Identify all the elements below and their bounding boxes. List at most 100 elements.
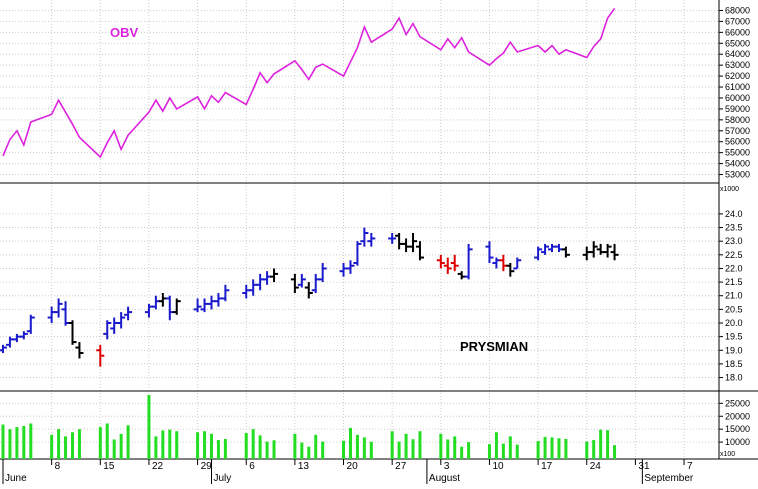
- volume-bar: [585, 441, 589, 459]
- ohlc-bar: [311, 273, 320, 293]
- ohlc-bar: [443, 257, 452, 274]
- ohlc-bar: [610, 243, 619, 261]
- y-tick-label: 21.5: [725, 277, 743, 287]
- volume-bar: [564, 438, 568, 459]
- y-tick-label: 15000: [725, 424, 750, 434]
- y-tick-label: 22.0: [725, 263, 743, 273]
- month-label: August: [429, 473, 460, 484]
- ohlc-bar: [596, 243, 605, 255]
- panel-frames: [0, 0, 758, 460]
- volume-bar: [321, 441, 325, 459]
- volume-bar: [168, 429, 172, 459]
- volume-bar: [293, 433, 297, 459]
- ohlc-bar: [165, 295, 174, 321]
- volume-bar: [112, 439, 116, 459]
- volume-bar: [64, 436, 68, 459]
- ohlc-bar: [221, 284, 230, 302]
- y-tick-label: 53000: [725, 170, 750, 180]
- volume-bar: [8, 429, 12, 459]
- ohlc-bar: [242, 284, 251, 299]
- volume-bar: [550, 437, 554, 459]
- y-tick-label: 62000: [725, 71, 750, 81]
- ohlc-bar: [96, 344, 105, 367]
- volume-bar: [307, 446, 311, 459]
- ohlc-bar: [61, 301, 70, 326]
- volume-bar: [439, 433, 443, 459]
- y-tick-label: 21.0: [725, 291, 743, 301]
- volume-bar: [487, 444, 491, 459]
- y-tick-label: 68000: [725, 5, 750, 15]
- volume-bar: [251, 429, 255, 459]
- ohlc-bar: [68, 320, 77, 345]
- x-tick-label: 24: [590, 461, 602, 472]
- ohlc-bar: [19, 331, 28, 340]
- volume-bar: [369, 441, 373, 459]
- volume-bar: [404, 433, 408, 459]
- ohlc-bar: [214, 293, 223, 307]
- x-tick-label: 27: [395, 461, 407, 472]
- volume-bar: [348, 427, 352, 459]
- volume-bar: [418, 431, 422, 459]
- volume-bar: [15, 427, 19, 459]
- obv-title: OBV: [110, 25, 139, 40]
- ohlc-bar: [54, 298, 63, 318]
- y-tick-label: 60000: [725, 93, 750, 103]
- volume-bar: [390, 431, 394, 459]
- y-tick-label: 61000: [725, 82, 750, 92]
- y-tick-label: 20.0: [725, 318, 743, 328]
- ohlc-bar: [582, 246, 591, 261]
- ohlc-bar: [151, 295, 160, 310]
- ohlc-bar: [436, 254, 445, 269]
- volume-bar: [446, 439, 450, 459]
- ohlc-bar: [297, 273, 306, 288]
- y-tick-label: 55000: [725, 148, 750, 158]
- ohlc-bar: [554, 243, 563, 253]
- y-tick-label: 54000: [725, 159, 750, 169]
- volume-bar: [161, 430, 165, 459]
- volume-bar: [508, 436, 512, 459]
- y-tick-label: 19.0: [725, 345, 743, 355]
- ohlc-bar: [548, 243, 557, 253]
- volume-bar: [105, 423, 109, 459]
- ohlc-bar: [457, 271, 466, 280]
- price-title: PRYSMIAN: [460, 339, 528, 354]
- y-tick-label: 64000: [725, 49, 750, 59]
- x-tick-label: 20: [347, 461, 359, 472]
- ohlc-bar: [263, 271, 272, 285]
- y-tick-label: 25000: [725, 398, 750, 408]
- ohlc-bar: [200, 298, 209, 313]
- ohlc-bar: [388, 233, 397, 244]
- ohlc-bar: [353, 241, 362, 266]
- ohlc-bar: [492, 257, 501, 269]
- y-tick-label: 22.5: [725, 250, 743, 260]
- volume-bar: [1, 424, 5, 459]
- y-tick-label: 56000: [725, 137, 750, 147]
- x-tick-label: 8: [55, 461, 61, 472]
- volume-bar: [543, 436, 547, 459]
- volume-bar: [536, 441, 540, 459]
- ohlc-bar: [499, 254, 508, 272]
- y-tick-label: 18.5: [725, 359, 743, 369]
- volume-bar: [467, 442, 471, 459]
- volume-bar: [154, 436, 158, 459]
- ohlc-bar: [75, 342, 84, 359]
- ohlc-bar: [193, 298, 202, 313]
- volume-bar: [557, 438, 561, 459]
- ohlc-bar: [5, 336, 14, 348]
- ohlc-bar: [402, 238, 411, 253]
- volume-bar: [223, 438, 227, 459]
- ohlc-bar: [506, 263, 515, 277]
- volume-bar: [209, 433, 213, 459]
- y-tick-label: 23.5: [725, 223, 743, 233]
- volume-bar: [411, 439, 415, 459]
- ohlc-bar: [346, 260, 355, 274]
- volume-bar: [453, 436, 457, 459]
- y-tick-label: 19.5: [725, 332, 743, 342]
- ohlc-bar: [485, 241, 494, 263]
- volume-bar: [196, 432, 200, 459]
- y-tick-label: 23.0: [725, 236, 743, 246]
- axes: 5300054000550005600057000580005900060000…: [2, 5, 750, 484]
- grid: [0, 0, 719, 459]
- volume-bar: [592, 440, 596, 459]
- ohlc-bar: [360, 227, 369, 247]
